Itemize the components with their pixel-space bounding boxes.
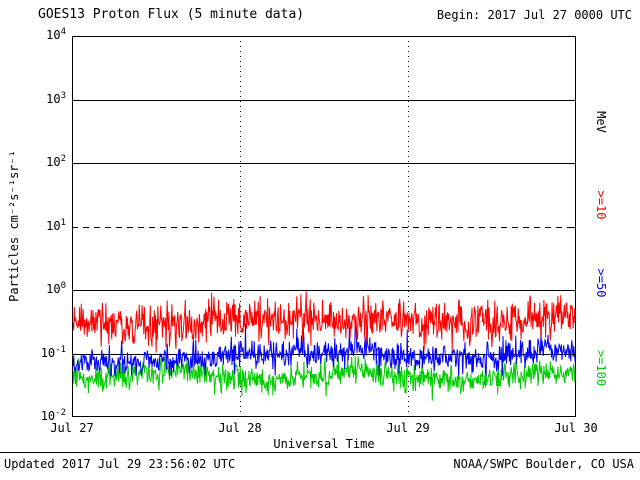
updated-timestamp: Updated 2017 Jul 29 23:56:02 UTC xyxy=(4,457,236,471)
y-tick-label: 10-1 xyxy=(40,344,66,360)
y-axis-title: Particles cm⁻²s⁻¹sr⁻¹ xyxy=(7,150,21,302)
x-tick-label: Jul 28 xyxy=(218,421,262,435)
legend-ge100: >=100 xyxy=(594,349,608,387)
plot-area xyxy=(72,36,576,417)
legend-ge10: >=10 xyxy=(594,190,608,220)
y-tick-label: 104 xyxy=(46,27,66,43)
y-tick-label: 100 xyxy=(46,281,66,297)
right-axis-unit-label: MeV xyxy=(594,111,608,133)
flux-lines-svg xyxy=(72,36,576,417)
x-tick-label: Jul 29 xyxy=(386,421,430,435)
legend-ge50: >=50 xyxy=(594,268,608,298)
begin-timestamp: Begin: 2017 Jul 27 0000 UTC xyxy=(436,8,632,22)
x-axis-title: Universal Time xyxy=(273,437,375,451)
y-tick-label: 102 xyxy=(46,154,66,170)
source-credit: NOAA/SWPC Boulder, CO USA xyxy=(453,457,634,471)
y-tick-label: 101 xyxy=(46,217,66,233)
x-tick-label: Jul 30 xyxy=(554,421,598,435)
footer-divider xyxy=(0,452,640,453)
x-tick-label: Jul 27 xyxy=(50,421,94,435)
y-tick-label: 103 xyxy=(46,90,66,106)
chart-title: GOES13 Proton Flux (5 minute data) xyxy=(38,7,305,22)
y-tick-label: 10-2 xyxy=(40,408,66,424)
